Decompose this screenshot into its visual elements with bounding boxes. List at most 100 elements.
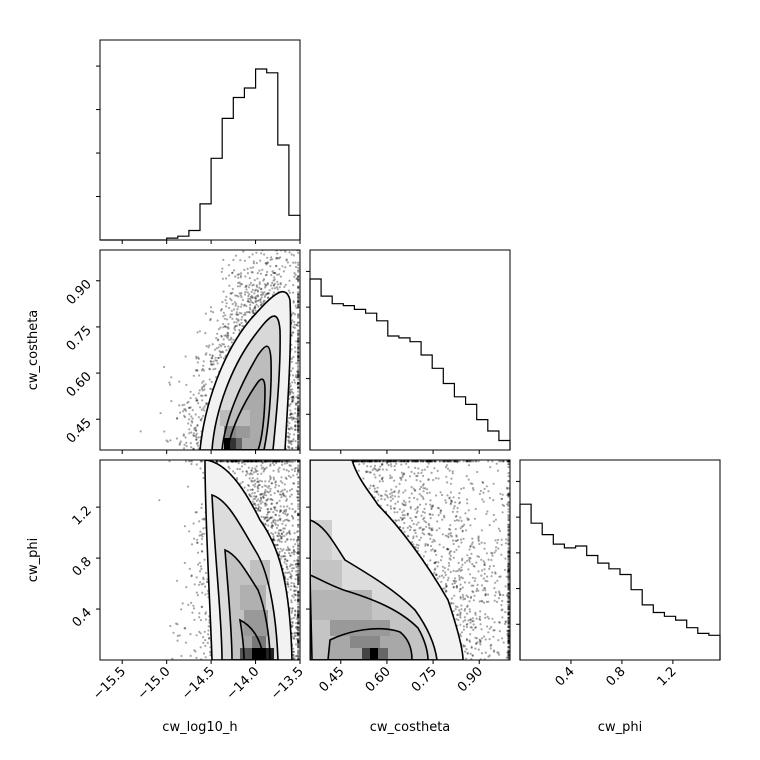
- sample-point: [297, 376, 300, 379]
- sample-point: [283, 494, 286, 497]
- sample-point: [252, 266, 255, 269]
- sample-point: [278, 460, 281, 463]
- sample-point: [297, 414, 300, 417]
- sample-point: [232, 460, 235, 463]
- sample-point: [297, 386, 300, 389]
- sample-point: [289, 264, 292, 267]
- sample-point: [273, 518, 276, 521]
- sample-point: [297, 460, 300, 463]
- sample-point: [170, 376, 173, 379]
- sample-point: [274, 265, 278, 268]
- sample-point: [297, 378, 300, 381]
- sample-point: [297, 629, 300, 632]
- sample-point: [225, 302, 228, 305]
- sample-point: [189, 397, 192, 400]
- sample-point: [261, 501, 264, 504]
- sample-point: [292, 326, 295, 329]
- sample-point: [252, 312, 255, 315]
- sample-point: [297, 513, 300, 516]
- sample-point: [212, 311, 215, 314]
- sample-point: [267, 296, 270, 299]
- sample-point: [297, 359, 300, 362]
- sample-point: [195, 429, 198, 432]
- sample-point: [239, 283, 242, 286]
- sample-point: [290, 360, 293, 363]
- sample-point: [220, 308, 223, 311]
- sample-point: [195, 541, 199, 544]
- sample-point: [193, 428, 196, 431]
- sample-point: [296, 421, 299, 425]
- sample-point: [279, 557, 282, 561]
- sample-point: [260, 304, 263, 307]
- sample-point: [296, 349, 300, 352]
- sample-point: [290, 253, 293, 256]
- sample-point: [257, 503, 260, 506]
- sample-point: [237, 305, 240, 308]
- sample-point: [297, 480, 300, 483]
- sample-point: [295, 638, 298, 641]
- sample-point: [278, 518, 281, 521]
- sample-point: [289, 409, 292, 412]
- sample-point: [260, 293, 263, 297]
- sample-point: [248, 493, 251, 496]
- sample-point: [284, 250, 287, 253]
- sample-point: [219, 460, 222, 463]
- sample-point: [227, 326, 230, 329]
- sample-point: [240, 283, 244, 286]
- sample-point: [251, 271, 254, 274]
- sample-point: [211, 363, 214, 366]
- sample-point: [297, 612, 300, 615]
- sample-point: [297, 400, 300, 403]
- sample-point: [297, 386, 300, 390]
- sample-point: [202, 527, 205, 530]
- sample-point: [297, 616, 300, 619]
- sample-point: [297, 655, 300, 658]
- sample-point: [275, 460, 278, 463]
- sample-point: [291, 440, 294, 443]
- sample-point: [287, 470, 290, 473]
- sample-point: [291, 563, 294, 567]
- sample-point: [260, 467, 263, 470]
- sample-point: [231, 271, 234, 274]
- sample-point: [292, 331, 295, 334]
- sample-point: [288, 436, 291, 439]
- sample-point: [294, 304, 297, 307]
- sample-point: [275, 264, 278, 267]
- sample-point: [197, 447, 200, 450]
- sample-point: [297, 329, 300, 332]
- sample-point: [290, 396, 293, 399]
- sample-point: [182, 447, 186, 450]
- sample-point: [198, 330, 201, 333]
- sample-point: [293, 585, 296, 588]
- sample-point: [246, 272, 249, 275]
- sample-point: [196, 538, 199, 541]
- sample-point: [221, 301, 224, 304]
- sample-point: [201, 367, 204, 371]
- sample-point: [297, 503, 300, 506]
- sample-point: [200, 567, 203, 571]
- sample-point: [265, 466, 268, 469]
- sample-point: [290, 412, 293, 415]
- sample-point: [230, 299, 233, 302]
- sample-point: [297, 397, 300, 400]
- sample-point: [297, 577, 300, 580]
- sample-point: [237, 460, 241, 463]
- sample-point: [243, 460, 246, 463]
- sample-point: [297, 313, 300, 316]
- sample-point: [179, 411, 182, 414]
- sample-point: [274, 481, 277, 484]
- sample-point: [283, 552, 286, 555]
- sample-point: [225, 460, 229, 463]
- sample-point: [297, 270, 300, 273]
- sample-point: [297, 482, 300, 485]
- sample-point: [249, 303, 252, 306]
- sample-point: [297, 651, 300, 654]
- sample-point: [263, 299, 266, 302]
- density-cell: [230, 438, 236, 450]
- sample-point: [238, 324, 241, 327]
- sample-point: [297, 338, 300, 341]
- sample-point: [251, 488, 254, 491]
- sample-point: [247, 466, 250, 469]
- sample-point: [220, 460, 223, 463]
- sample-point: [217, 346, 220, 349]
